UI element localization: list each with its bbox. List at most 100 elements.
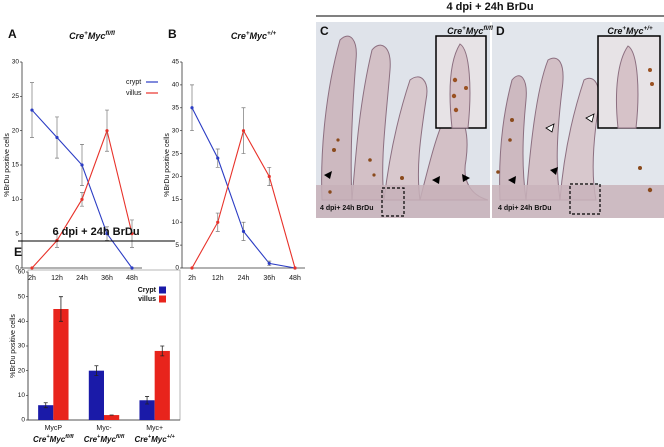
micrograph-c <box>316 22 490 218</box>
x-tick-label: 48h <box>126 275 138 282</box>
genotype-part: fl/fl <box>65 434 74 440</box>
point <box>241 129 246 133</box>
genotype: Cre+Mycfl/fl <box>447 25 493 36</box>
chart-heading: 6 dpi + 24h BrDu <box>52 226 139 238</box>
y-tick-label: 20 <box>12 127 20 134</box>
legend-label: villus <box>138 296 156 303</box>
x-tick-label: 24h <box>238 275 250 282</box>
y-tick-label: 20 <box>172 173 180 180</box>
point <box>30 266 34 270</box>
legend-label: Crypt <box>138 287 157 294</box>
point <box>130 232 134 236</box>
y-tick-label: 0 <box>21 417 25 424</box>
y-tick-label: 30 <box>172 127 180 134</box>
caption: 4 dpi+ 24h BrDu <box>498 205 551 212</box>
genotype: Cre+Mycfl/fl <box>33 434 74 444</box>
y-tick-label: 30 <box>12 59 20 66</box>
panel-letter: D <box>496 24 505 38</box>
genotype-part: fl/fl <box>483 25 493 32</box>
bar <box>154 350 170 420</box>
point <box>190 106 194 110</box>
genotype-part: fl/fl <box>116 434 125 440</box>
genotype-part: + <box>462 25 466 32</box>
point <box>80 197 84 201</box>
x-tick-label: 36h <box>263 275 275 282</box>
y-tick-label: 30 <box>18 343 26 350</box>
x-tick-label: 2h <box>28 275 36 282</box>
y-tick-label: 20 <box>18 367 26 374</box>
bar <box>38 405 54 420</box>
genotype-part: Cre <box>231 31 246 41</box>
x-tick-label: Myc+ <box>146 425 163 432</box>
genotype-part: Myc <box>250 31 268 41</box>
genotype-part: +/+ <box>167 434 176 440</box>
x-tick-label: Myc- <box>96 425 112 432</box>
x-tick-label: 48h <box>289 275 301 282</box>
panel-letter: C <box>320 24 329 38</box>
point <box>55 135 59 140</box>
y-tick-label: 40 <box>18 318 26 325</box>
x-tick-label: 12h <box>51 275 63 282</box>
y-tick-label: 10 <box>12 196 20 203</box>
legend-swatch <box>159 295 166 303</box>
bar <box>139 400 155 420</box>
bar <box>53 309 69 420</box>
genotype-part: fl/fl <box>105 30 115 37</box>
genotype-part: + <box>622 25 626 32</box>
legend-swatch <box>159 286 166 294</box>
genotype-part: Myc <box>466 26 484 36</box>
error-bar <box>58 296 63 322</box>
series-line <box>31 109 133 269</box>
point <box>105 129 109 133</box>
point <box>80 163 84 167</box>
y-tick-label: 45 <box>172 59 180 66</box>
micrograph-heading: 4 dpi + 24h BrDu <box>446 1 533 13</box>
genotype-part: + <box>84 30 88 37</box>
genotype-part: Myc <box>50 435 66 444</box>
point <box>190 266 194 270</box>
error-bar <box>145 396 150 405</box>
error-bar <box>160 345 165 357</box>
y-tick-label: 0 <box>15 265 19 272</box>
genotype: Cre+Mycfl/fl <box>84 434 125 444</box>
caption: 4 dpi+ 24h BrDu <box>320 205 373 212</box>
y-tick-label: 40 <box>172 82 180 89</box>
y-tick-label: 50 <box>18 293 26 300</box>
x-tick-label: 36h <box>101 275 113 282</box>
genotype-part: Myc <box>626 26 644 36</box>
point <box>267 174 271 179</box>
genotype-part: Myc <box>151 435 167 444</box>
y-tick-label: 0 <box>175 265 179 272</box>
y-tick-label: 10 <box>172 219 180 226</box>
point <box>105 232 109 236</box>
genotype-part: Myc <box>100 435 116 444</box>
genotype-part: +/+ <box>644 25 653 32</box>
y-axis-label: %BrDu positive cells <box>10 314 17 378</box>
genotype-part: Cre <box>69 31 84 41</box>
bar <box>104 415 120 420</box>
genotype: Cre+Myc+/+ <box>607 25 653 36</box>
panel-letter: B <box>168 27 177 41</box>
x-tick-label: 24h <box>76 275 88 282</box>
axes <box>27 272 180 421</box>
y-tick-label: 25 <box>172 150 180 157</box>
y-axis-label: %BrDu positive cells <box>164 133 171 197</box>
genotype-part: + <box>246 30 250 37</box>
genotype-part: Cre <box>607 26 622 36</box>
x-tick-label: 2h <box>188 275 196 282</box>
point <box>293 266 297 270</box>
x-tick-label: 12h <box>212 275 224 282</box>
genotype-part: Myc <box>88 31 106 41</box>
point <box>241 229 246 233</box>
genotype-part: +/+ <box>267 30 276 37</box>
chart-title: Cre+Myc+/+ <box>231 30 277 41</box>
point <box>130 266 134 270</box>
genotype-part: + <box>97 434 101 440</box>
y-tick-label: 5 <box>15 230 19 237</box>
genotype-part: + <box>148 434 152 440</box>
y-axis-label: %BrDu positive cells <box>4 133 11 197</box>
genotype-part: + <box>46 434 50 440</box>
genotype-part: Cre <box>447 26 462 36</box>
bar <box>88 370 104 420</box>
